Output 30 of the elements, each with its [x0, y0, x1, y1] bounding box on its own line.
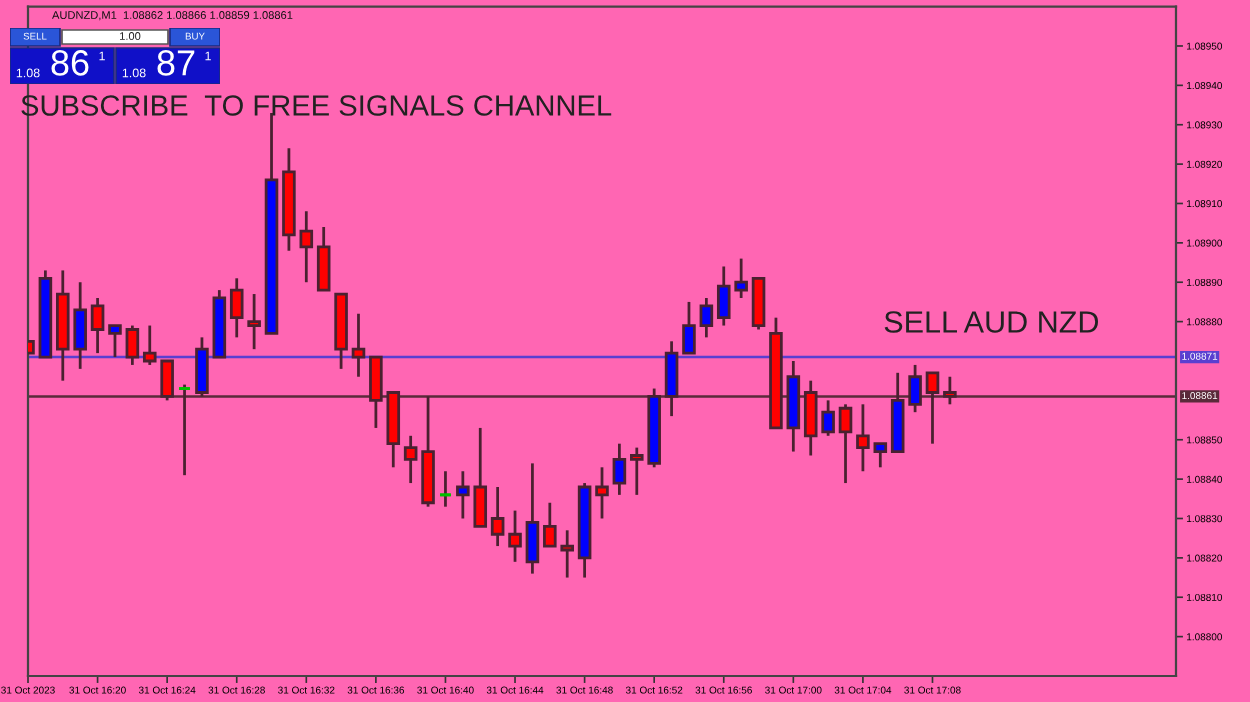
candlestick — [838, 402, 853, 485]
candlestick — [908, 363, 922, 414]
candlestick — [403, 434, 418, 485]
annotation: 87 — [157, 50, 195, 76]
candlestick — [351, 312, 366, 379]
annotation: SELL AUD NZD — [884, 311, 1099, 333]
candlestick — [612, 442, 627, 497]
candlestick — [873, 442, 888, 469]
candlestick — [943, 375, 957, 406]
annotation: 86 — [51, 50, 89, 76]
candlestick — [508, 509, 522, 564]
candlestick — [699, 296, 714, 339]
candlestick — [229, 276, 244, 339]
candlestick — [195, 335, 209, 398]
candlestick — [90, 296, 105, 355]
candlestick — [595, 465, 609, 520]
candlestick — [125, 324, 140, 367]
candlestick — [751, 276, 766, 331]
candlestick — [438, 469, 453, 509]
candlestick — [525, 461, 540, 576]
candlestick — [108, 324, 122, 359]
candlestick — [856, 402, 870, 473]
candlestick — [490, 485, 505, 548]
candlestick — [925, 371, 940, 446]
candlestick — [316, 225, 331, 292]
candlestick — [299, 209, 314, 284]
candlestick — [664, 339, 679, 418]
candlestick — [247, 292, 261, 351]
candlestick — [177, 383, 192, 477]
candlestick — [682, 300, 696, 355]
